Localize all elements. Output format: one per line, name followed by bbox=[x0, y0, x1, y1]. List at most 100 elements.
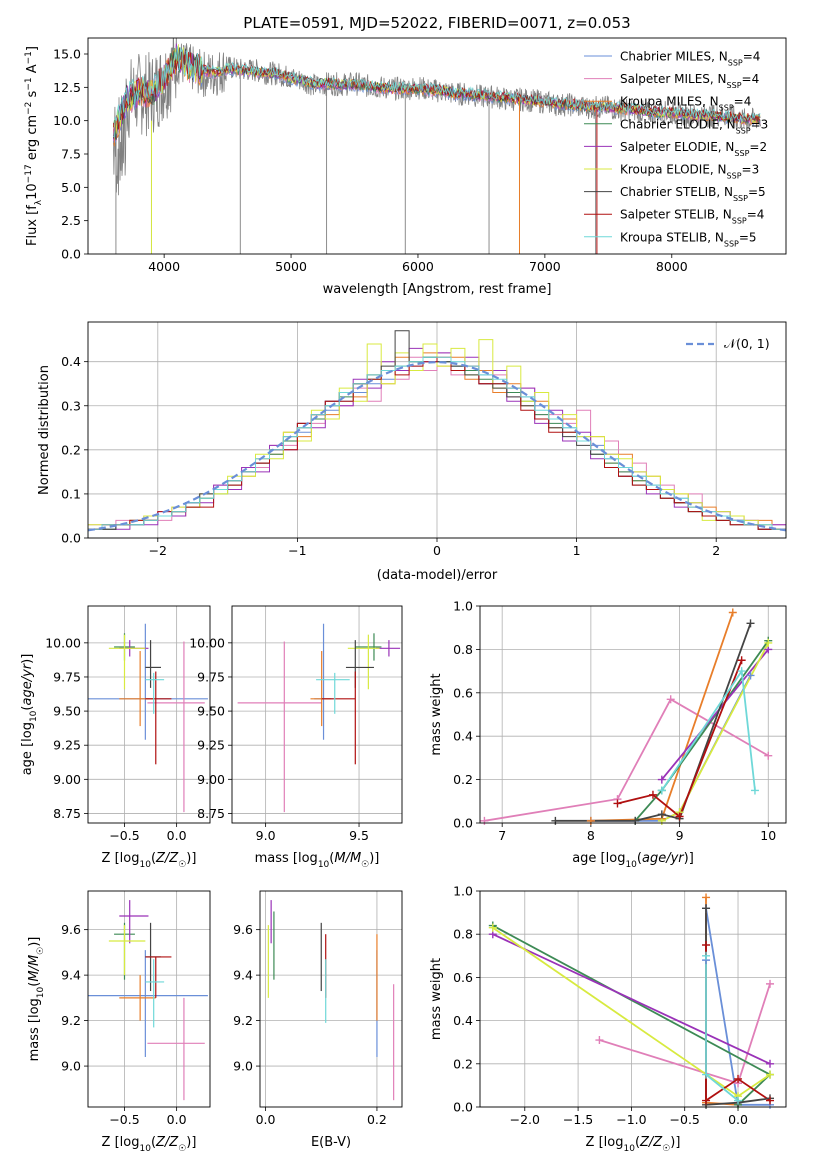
x-tick-label: −0.5 bbox=[109, 828, 139, 843]
weight-marker bbox=[734, 1096, 743, 1105]
y-tick-label: 8.75 bbox=[53, 806, 81, 821]
label-part: Kroupa STELIB, N bbox=[620, 230, 724, 244]
weight-marker bbox=[737, 656, 746, 665]
weight-marker bbox=[702, 893, 711, 902]
label-part: Chabrier MILES, N bbox=[620, 50, 728, 64]
y-tick-label: 9.50 bbox=[53, 704, 81, 719]
label-part: Z/Z bbox=[155, 1135, 179, 1150]
y-tick-label: 1.0 bbox=[453, 884, 473, 899]
x-tick-label: 9.0 bbox=[256, 828, 276, 843]
y-tick-label: 8.75 bbox=[197, 806, 225, 821]
label-part: erg cm bbox=[25, 115, 40, 164]
label-part: =5 bbox=[748, 185, 766, 199]
label-part: Kroupa ELODIE, N bbox=[620, 163, 727, 177]
y-tick-label: 9.0 bbox=[233, 1059, 253, 1074]
label-part: =4 bbox=[743, 50, 761, 64]
x-tick-label: 8 bbox=[587, 828, 595, 843]
y-tick-label: 12.5 bbox=[53, 80, 81, 95]
label-part: 10 bbox=[623, 1144, 635, 1154]
x-tick-label: −0.5 bbox=[109, 1112, 139, 1127]
weight-marker bbox=[702, 1070, 711, 1079]
y-tick-label: 0.2 bbox=[453, 1056, 473, 1071]
y-tick-label: 9.25 bbox=[53, 738, 81, 753]
label-part: )] bbox=[684, 851, 694, 866]
axes-frame bbox=[87, 890, 211, 1108]
label-part: ☉ bbox=[662, 1144, 670, 1154]
label-part: =3 bbox=[751, 117, 769, 131]
label-part: Z/Z bbox=[155, 851, 179, 866]
plot-area bbox=[267, 900, 395, 1101]
normal-curve bbox=[88, 360, 786, 532]
label-part: Z [log bbox=[102, 851, 140, 866]
weight-marker bbox=[675, 812, 684, 821]
weight-marker bbox=[737, 667, 746, 676]
y-tick-label: 0.2 bbox=[453, 772, 473, 787]
y-axis-label: age [log10(age/yr)] bbox=[20, 654, 39, 776]
weight-marker bbox=[746, 619, 755, 628]
label-part: ☉ bbox=[178, 860, 186, 870]
label-part: age [log bbox=[572, 851, 625, 866]
weight-marker bbox=[666, 695, 675, 704]
x-axis-label: Z [log10(Z/Z☉)] bbox=[586, 1135, 681, 1154]
x-axis-label: Z [log10(Z/Z☉)] bbox=[102, 1135, 197, 1154]
axes-frame bbox=[87, 37, 787, 255]
y-tick-label: 9.2 bbox=[233, 1013, 253, 1028]
y-tick-label: 0.8 bbox=[453, 642, 473, 657]
x-tick-label: −1.0 bbox=[616, 1112, 646, 1127]
label-part: 10 bbox=[139, 1144, 151, 1154]
label-part: mass weight bbox=[429, 673, 444, 755]
x-axis-label: wavelength [Angstrom, rest frame] bbox=[323, 282, 552, 297]
x-tick-label: 0.0 bbox=[256, 1112, 276, 1127]
label-part: age [log bbox=[20, 722, 35, 775]
y-axis-label: Normed distribution bbox=[37, 365, 52, 495]
y-tick-label: 0.3 bbox=[61, 398, 81, 413]
label-part: ] bbox=[25, 46, 40, 51]
x-tick-label: 0.0 bbox=[167, 828, 187, 843]
y-tick-label: 2.5 bbox=[61, 213, 81, 228]
label-part: =4 bbox=[747, 208, 765, 222]
weight-marker bbox=[551, 816, 560, 825]
label-part: Flux [f bbox=[25, 205, 40, 246]
x-tick-label: −1 bbox=[288, 543, 306, 558]
y-axis-label: mass [log10(M/M☉)] bbox=[27, 937, 46, 1062]
legend-label: Chabrier STELIB, NSSP=5 bbox=[620, 185, 766, 203]
legend-label: Salpeter ELODIE, NSSP=2 bbox=[620, 140, 767, 158]
panel-1: 4000 5000 6000 7000 8000 0.0 2.5 5.0 7.5 10.0 12.5… bbox=[24, 14, 787, 297]
label-part: =3 bbox=[742, 163, 760, 177]
weight-marker bbox=[728, 608, 737, 617]
plot-area bbox=[88, 900, 208, 1101]
panel-7: 0.0 0.2 9.0 9.2 9.4 9.6 E(B-V) bbox=[233, 890, 403, 1150]
x-tick-label: 9.5 bbox=[349, 828, 369, 843]
weight-marker bbox=[746, 671, 755, 680]
axes-frame bbox=[231, 605, 403, 824]
weight-marker bbox=[631, 816, 640, 825]
x-tick-label: 8000 bbox=[656, 259, 688, 274]
y-tick-label: 9.25 bbox=[197, 738, 225, 753]
x-axis-label: age [log10(age/yr)] bbox=[572, 851, 694, 870]
x-tick-label: 10 bbox=[760, 828, 776, 843]
label-part: M/M bbox=[27, 955, 42, 982]
label-part: 10 bbox=[36, 986, 46, 998]
legend-label: Chabrier ELODIE, NSSP=3 bbox=[620, 117, 768, 135]
label-part: age/yr bbox=[20, 662, 35, 705]
axes-frame bbox=[87, 321, 787, 539]
label-part: )] bbox=[369, 851, 379, 866]
label-part: ( bbox=[27, 982, 42, 987]
label-part: )] bbox=[186, 1135, 196, 1150]
x-tick-label: 6000 bbox=[402, 259, 434, 274]
x-tick-label: 0.2 bbox=[367, 1112, 387, 1127]
x-tick-label: 2 bbox=[712, 543, 720, 558]
weight-line-2 bbox=[484, 698, 769, 822]
x-tick-label: −2 bbox=[149, 543, 167, 558]
y-tick-label: 0.4 bbox=[453, 729, 473, 744]
label-part: SSP bbox=[733, 194, 748, 203]
weight-marker bbox=[750, 786, 759, 795]
chart-title: PLATE=0591, MJD=52022, FIBERID=0071, z=0… bbox=[243, 14, 630, 32]
weight-marker bbox=[766, 1059, 775, 1068]
label-part: =2 bbox=[749, 140, 767, 154]
plot-area bbox=[113, 38, 761, 254]
x-tick-label: 4000 bbox=[148, 259, 180, 274]
plot-area bbox=[88, 623, 208, 813]
x-tick-label: 0.0 bbox=[728, 1112, 748, 1127]
label-part: −1 bbox=[24, 51, 34, 64]
